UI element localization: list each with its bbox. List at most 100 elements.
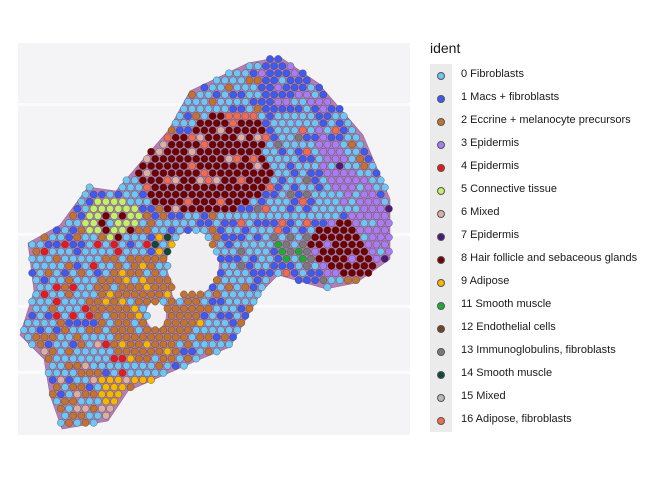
spot: [208, 140, 217, 149]
spot: [348, 126, 356, 135]
spot: [36, 297, 45, 306]
spot: [249, 226, 258, 234]
spot: [258, 226, 266, 234]
legend-items: 0 Fibroblasts 1 Macs + fibroblasts 2 Eccri…: [430, 64, 637, 432]
spot: [331, 197, 340, 206]
spot: [188, 347, 196, 356]
spot: [192, 126, 200, 135]
spot: [225, 140, 233, 149]
spot: [188, 176, 196, 185]
spot: [262, 133, 270, 142]
spot: [135, 297, 143, 306]
spot: [167, 326, 176, 334]
legend-item: 3 Epidermis: [430, 133, 519, 156]
spot: [262, 105, 270, 113]
spot: [225, 98, 233, 106]
spot: [356, 255, 364, 263]
spot: [188, 219, 196, 227]
spot: [89, 347, 98, 356]
spot: [237, 276, 246, 284]
spot: [294, 190, 303, 199]
spot: [286, 133, 295, 142]
spot: [89, 304, 98, 313]
spot: [335, 219, 344, 227]
spot: [327, 247, 336, 256]
spot: [217, 112, 225, 120]
spot: [73, 419, 82, 427]
spot: [57, 262, 65, 270]
spot: [94, 283, 102, 292]
spot: [290, 98, 299, 106]
spot: [258, 112, 266, 120]
spot: [77, 397, 86, 406]
spot: [372, 169, 381, 177]
spot: [274, 155, 282, 163]
spot: [89, 290, 98, 299]
spot: [217, 212, 225, 220]
spot: [327, 262, 336, 270]
spot: [176, 140, 184, 149]
spot: [331, 126, 340, 135]
spot: [44, 369, 53, 377]
legend-label: 11 Smooth muscle: [461, 298, 552, 310]
spot: [130, 276, 139, 284]
spot: [262, 62, 270, 70]
spot: [237, 105, 246, 113]
spot: [225, 240, 233, 249]
tissue-gap: [167, 231, 219, 295]
spot: [130, 362, 139, 370]
spot: [159, 155, 168, 163]
spot: [73, 390, 82, 399]
spot: [364, 212, 373, 220]
spot: [368, 247, 377, 256]
spot: [118, 312, 127, 320]
spot: [143, 354, 151, 363]
legend-item: 4 Epidermis: [430, 156, 519, 179]
spot: [77, 255, 86, 263]
spot: [241, 98, 250, 106]
spot: [323, 112, 332, 120]
spot: [335, 205, 344, 213]
legend-item: 1 Macs + fibroblasts: [430, 87, 559, 110]
spot: [323, 169, 332, 177]
legend-key: [430, 317, 452, 340]
spot: [106, 304, 114, 313]
spot: [155, 247, 164, 256]
spot: [221, 147, 229, 156]
spot: [356, 269, 364, 277]
spot: [376, 190, 385, 199]
spot: [299, 212, 307, 220]
spot: [77, 226, 86, 234]
spot: [319, 247, 328, 256]
spot: [266, 226, 274, 234]
spot: [159, 354, 168, 363]
spot: [249, 98, 258, 106]
spot: [106, 233, 114, 242]
spot: [352, 219, 360, 227]
spot: [323, 226, 332, 234]
spot: [307, 83, 315, 92]
spot: [73, 304, 82, 313]
spot: [270, 119, 278, 127]
spot: [36, 269, 45, 277]
spot: [294, 219, 303, 227]
spot: [61, 397, 69, 406]
spot: [57, 347, 65, 356]
spot: [85, 240, 94, 249]
spot: [122, 190, 131, 199]
spot: [212, 247, 221, 256]
spot: [81, 205, 90, 213]
spot: [118, 240, 127, 249]
spot: [180, 304, 188, 313]
spot: [196, 162, 205, 170]
spot: [225, 83, 233, 92]
spot: [151, 354, 159, 363]
spot: [360, 262, 369, 270]
spot: [196, 319, 205, 327]
spot: [77, 383, 86, 391]
spot: [57, 362, 65, 370]
legend-swatch: [437, 164, 445, 172]
spot: [159, 297, 168, 306]
spot: [73, 404, 82, 413]
spot: [180, 162, 188, 170]
